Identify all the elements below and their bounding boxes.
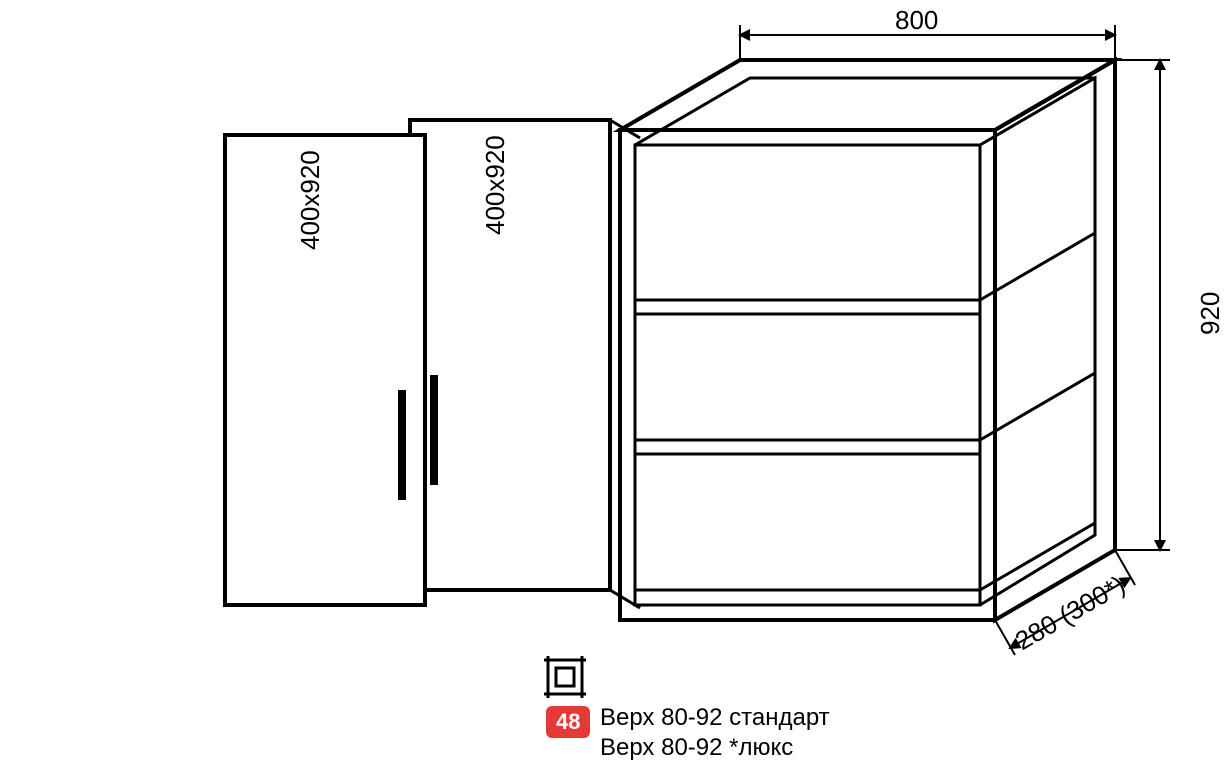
dim-width-top: 800 bbox=[895, 5, 938, 36]
dim-door-right: 400x920 bbox=[480, 135, 511, 235]
diagram-canvas: 800 920 280 (300*) 400x920 400x920 48 Ве… bbox=[0, 0, 1230, 769]
item-number-badge: 48 bbox=[546, 706, 590, 738]
caption-line-2: Верх 80-92 *люкс bbox=[600, 734, 793, 762]
dim-height-right: 920 bbox=[1195, 292, 1226, 335]
caption-line-1: Верх 80-92 стандарт bbox=[600, 704, 830, 732]
dim-door-left: 400x920 bbox=[295, 150, 326, 250]
cabinet-drawing bbox=[0, 0, 1230, 769]
